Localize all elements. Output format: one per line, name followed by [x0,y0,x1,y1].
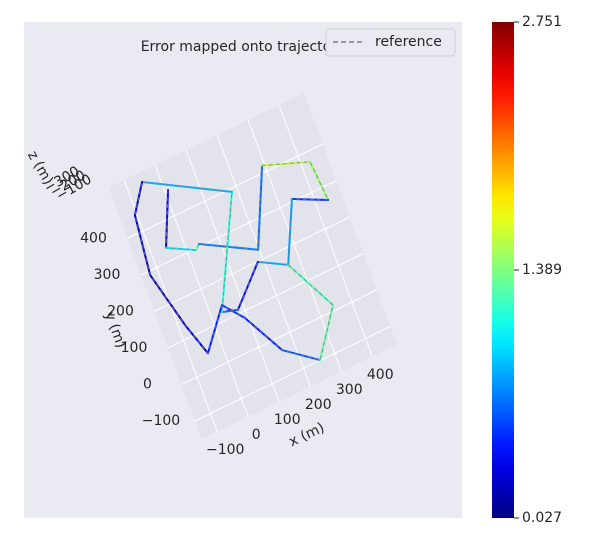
grid-line [154,164,249,417]
grid-line [181,289,378,385]
error-segment [149,273,187,327]
y-tick-label: 0 [143,377,152,393]
x-tick-label: 200 [305,397,332,413]
grid-line [194,326,391,422]
floor-pane [108,92,398,440]
colorbar [492,22,514,518]
grid-line [154,216,351,312]
x-tick-label: 0 [252,427,261,443]
error-segment [309,160,330,201]
error-segment [287,197,293,266]
y-tick-label: 100 [121,340,148,356]
y-tick-label: 300 [94,267,121,283]
colorbar-tick-label: 1.389 [522,262,562,278]
x-tick-label: 100 [274,412,301,428]
legend-label: reference [375,34,442,50]
x-tick-label: −100 [206,442,244,458]
y-tick-label: −100 [142,413,180,429]
colorbar-tick-label: 0.027 [522,510,562,526]
y-tick-label: 200 [107,304,134,320]
error-segment [197,242,260,251]
grid-line [247,119,342,372]
legend-box [325,28,456,57]
grid-line [185,149,280,402]
colorbar-tick-label: 2.751 [522,14,562,30]
chart-title: Error mapped onto trajectory [141,39,346,55]
y-tick-label: 400 [80,231,107,247]
x-tick-label: 400 [367,367,394,383]
reference-line [134,161,334,361]
x-tick-label: 300 [336,382,363,398]
legend: reference [325,28,456,57]
grid-line [278,104,373,357]
grid-line [216,134,311,387]
grid-line [167,253,364,349]
grid-line [140,180,337,276]
